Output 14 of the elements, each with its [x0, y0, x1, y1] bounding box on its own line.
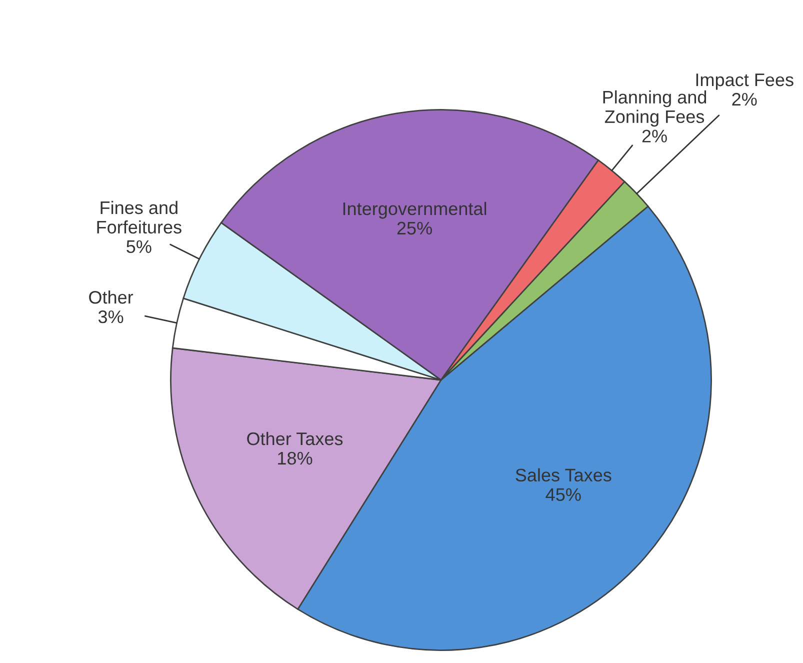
data-label: 2%	[642, 130, 667, 142]
data-label: 5%	[126, 240, 152, 254]
slice-label: Sales Taxes	[516, 468, 612, 482]
data-label: 45%	[546, 488, 581, 501]
data-label: 18%	[278, 452, 312, 465]
data-label: 3%	[98, 310, 124, 324]
data-label: 2%	[732, 92, 757, 106]
slice-label: Other	[89, 290, 134, 304]
data-label: 25%	[397, 222, 432, 235]
slice-label: Fines and Forfeitures	[97, 200, 182, 234]
slice-label: Other Taxes	[247, 432, 343, 446]
slice-label: Planning and Zoning Fees	[603, 90, 706, 127]
slice-label: Intergovernmental	[343, 202, 486, 219]
slice-label: Impact Fees	[696, 74, 794, 90]
